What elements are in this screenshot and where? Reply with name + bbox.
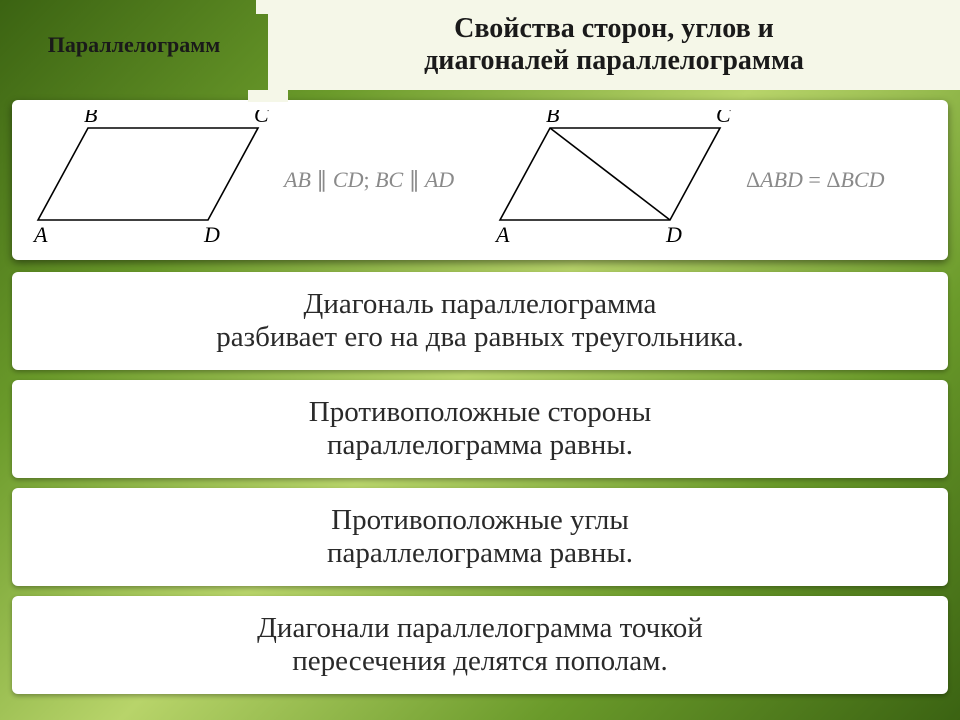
svg-text:C: C [254, 110, 269, 127]
property-line-2: пересечения делятся пополам. [30, 645, 930, 678]
diagram-right-caption: ΔABD = ΔBCD [740, 166, 885, 195]
svg-text:D: D [203, 222, 220, 247]
parallelogram-right-svg: A B C D [490, 110, 740, 250]
property-line-2: параллелограмма равны. [30, 429, 930, 462]
content-area: A B C D AB ∥ CD; BC ∥ AD A B C D ΔABD = ΔBCD Д… [0, 90, 960, 694]
property-card-2: Противоположные углыпараллелограмма равн… [12, 488, 948, 586]
title-line-1: Свойства сторон, углов и [424, 13, 804, 45]
diagram-card: A B C D AB ∥ CD; BC ∥ AD A B C D ΔABD = ΔBCD [12, 100, 948, 260]
svg-text:A: A [32, 222, 48, 247]
diagram-right: A B C D ΔABD = ΔBCD [490, 110, 932, 250]
svg-text:A: A [494, 222, 510, 247]
property-card-0: Диагональ параллелограммаразбивает его н… [12, 272, 948, 370]
title-line-2: диагоналей параллелограмма [424, 45, 804, 77]
svg-text:C: C [716, 110, 731, 127]
property-card-1: Противоположные стороныпараллелограмма р… [12, 380, 948, 478]
property-line-1: Противоположные углы [30, 504, 930, 537]
property-line-1: Диагонали параллелограмма точкой [30, 612, 930, 645]
property-line-1: Диагональ параллелограмма [30, 288, 930, 321]
property-card-3: Диагонали параллелограмма точкойпересече… [12, 596, 948, 694]
header: Параллелограмм Свойства сторон, углов и … [0, 0, 960, 90]
parallelogram-left-svg: A B C D [28, 110, 278, 250]
property-line-1: Противоположные стороны [30, 396, 930, 429]
diagram-left-caption: AB ∥ CD; BC ∥ AD [278, 166, 454, 195]
property-line-2: разбивает его на два равных треугольника… [30, 321, 930, 354]
svg-text:D: D [665, 222, 682, 247]
svg-text:B: B [84, 110, 97, 127]
property-line-2: параллелограмма равны. [30, 537, 930, 570]
header-left-label: Параллелограмм [0, 0, 268, 90]
properties-list: Диагональ параллелограммаразбивает его н… [12, 272, 948, 694]
header-title: Свойства сторон, углов и диагоналей пара… [268, 0, 960, 90]
topic-name: Параллелограмм [48, 32, 221, 58]
diagram-left: A B C D AB ∥ CD; BC ∥ AD [28, 110, 470, 250]
svg-text:B: B [546, 110, 559, 127]
